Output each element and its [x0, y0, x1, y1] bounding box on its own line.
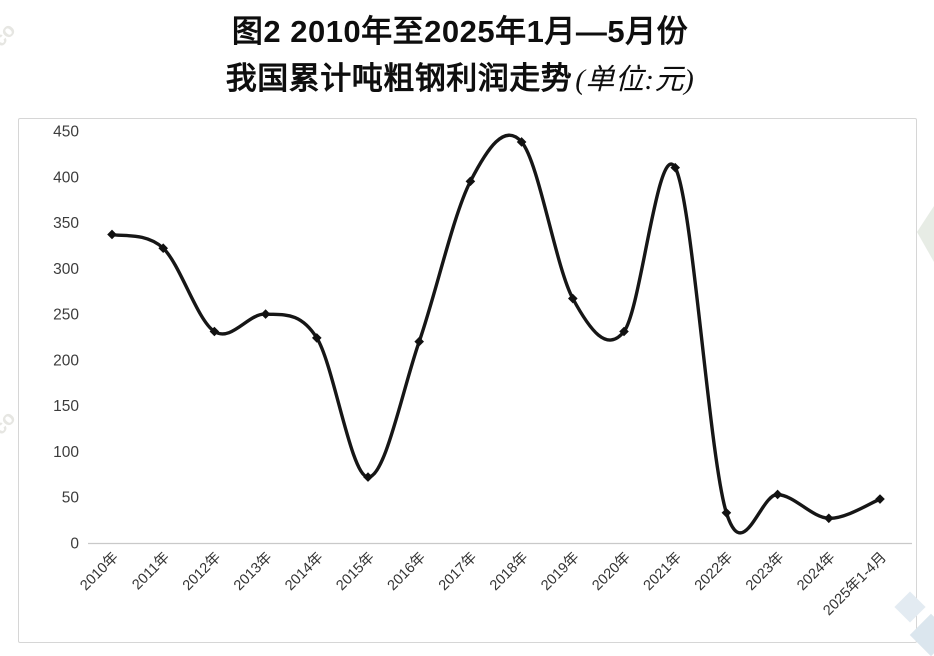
y-tick-label: 250 — [53, 307, 79, 324]
y-tick-label: 150 — [53, 398, 79, 415]
x-tick-label: 2018年 — [486, 549, 531, 594]
x-tick-label: 2012年 — [179, 549, 224, 594]
y-tick-label: 450 — [53, 124, 79, 141]
data-point-marker — [568, 293, 578, 304]
chart-title-unit: (单位:元) — [575, 64, 695, 96]
x-tick-label: 2011年 — [129, 549, 173, 593]
x-tick-label: 2014年 — [282, 549, 327, 594]
x-tick-label: 2015年 — [333, 549, 378, 594]
x-tick-label: 2010年 — [77, 549, 122, 594]
y-tick-label: 50 — [62, 490, 80, 507]
y-tick-label: 0 — [70, 536, 79, 553]
y-tick-label: 300 — [53, 261, 79, 278]
data-point-marker — [721, 507, 732, 518]
data-point-marker — [516, 137, 527, 147]
x-tick-label: 2020年 — [589, 549, 634, 594]
profit-series-line — [110, 133, 882, 535]
x-tick-label: 2017年 — [435, 549, 480, 594]
y-tick-label: 200 — [53, 352, 79, 369]
data-point-marker — [824, 513, 834, 524]
chart-title-line2: 我国累计吨粗钢利润走势 (单位:元) — [0, 55, 920, 104]
y-tick-label: 400 — [53, 169, 79, 186]
x-tick-label: 2013年 — [230, 549, 275, 594]
data-point-marker — [875, 494, 885, 504]
data-point-marker — [158, 243, 168, 253]
data-point-marker — [772, 489, 783, 500]
data-point-marker — [363, 472, 373, 482]
y-tick-label: 100 — [53, 444, 79, 461]
data-point-marker — [619, 326, 629, 337]
data-point-marker — [107, 229, 117, 240]
data-point-marker — [670, 162, 680, 173]
chart-title-line2-text: 我国累计吨粗钢利润走势 — [225, 61, 573, 96]
chart-title-line1: 图2 2010年至2025年1月—5月份 — [231, 14, 689, 49]
x-tick-label: 2016年 — [384, 549, 429, 594]
plot-border — [18, 118, 917, 643]
data-point-marker — [312, 333, 322, 343]
x-tick-label: 2023年 — [742, 549, 787, 594]
data-point-marker — [260, 309, 271, 319]
x-tick-label: 2022年 — [691, 549, 736, 594]
y-tick-label: 350 — [53, 215, 79, 232]
x-tick-label: 2019年 — [538, 549, 583, 594]
data-point-marker — [465, 176, 476, 187]
chart-title: 图2 2010年至2025年1月—5月份 我国累计吨粗钢利润走势 (单位:元) — [0, 8, 920, 104]
data-point-marker — [414, 336, 424, 347]
x-tick-label: 2024年 — [794, 549, 839, 594]
data-point-marker — [209, 326, 220, 337]
x-tick-label: 2021年 — [640, 549, 685, 594]
